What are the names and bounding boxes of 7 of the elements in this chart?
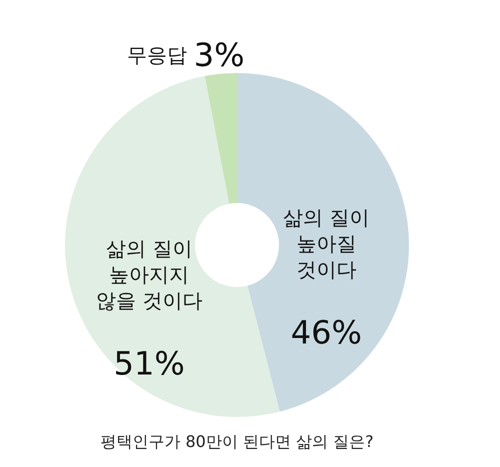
text: 평택인구가 80만이 된다면 삶의 질은? [100, 432, 374, 451]
data-label: 51% [114, 344, 185, 383]
slice-label: 삶의 질이 높아지지 않을 것이다 [96, 236, 202, 313]
slice-label: 삶의 질이 높아질 것이다 [283, 206, 370, 282]
slice-label: 무응답 [127, 42, 188, 67]
data-label: 46% [290, 314, 362, 352]
data-label: 3% [194, 36, 244, 74]
